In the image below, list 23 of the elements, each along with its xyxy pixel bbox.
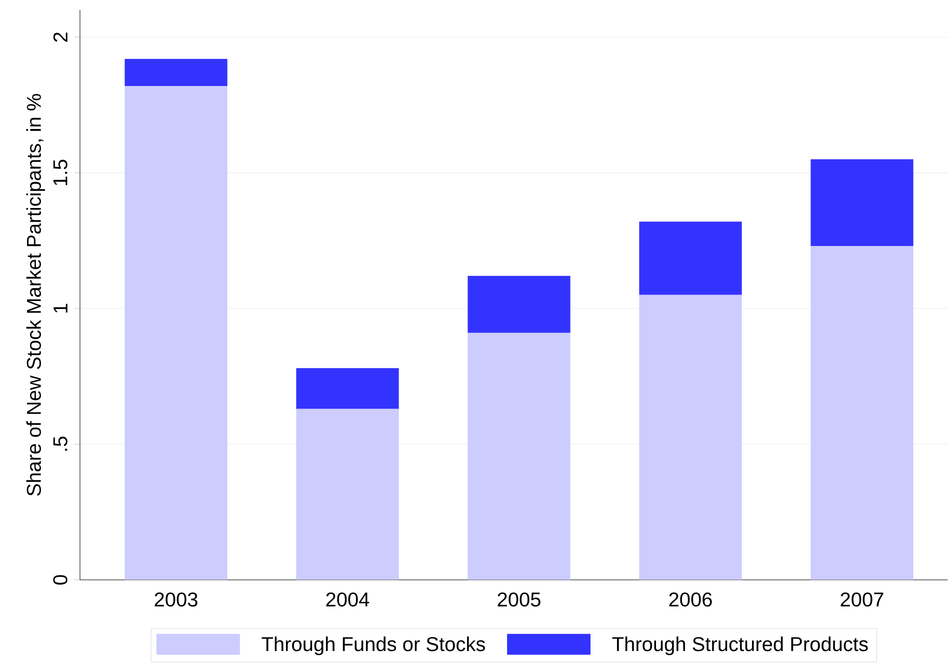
- x-tick-label: 2006: [669, 592, 712, 607]
- bar: [296, 368, 399, 409]
- legend-label: Through Funds or Stocks: [262, 636, 485, 656]
- bar: [124, 86, 228, 580]
- y-tick-label: .5: [53, 436, 68, 451]
- bar: [810, 246, 914, 580]
- y-tick-label: 2: [53, 32, 68, 42]
- x-tick-label: 2005: [498, 592, 540, 607]
- bar: [639, 222, 742, 296]
- bar: [468, 276, 570, 334]
- x-tick-label: 2007: [840, 592, 884, 607]
- bar: [124, 58, 228, 86]
- y-tick-label: 0: [53, 575, 68, 585]
- bar: [296, 408, 399, 580]
- bar: [810, 159, 914, 246]
- bar: [468, 333, 570, 580]
- x-tick-label: 2003: [154, 592, 198, 607]
- bar: [639, 295, 742, 580]
- legend-label: Through Structured Products: [612, 636, 868, 656]
- y-axis-title: Share of New Stock Market Participants, in %: [26, 94, 45, 496]
- y-tick-label: 1.5: [53, 160, 68, 186]
- y-tick-label: 1: [54, 304, 68, 313]
- x-tick-label: 2004: [326, 592, 370, 607]
